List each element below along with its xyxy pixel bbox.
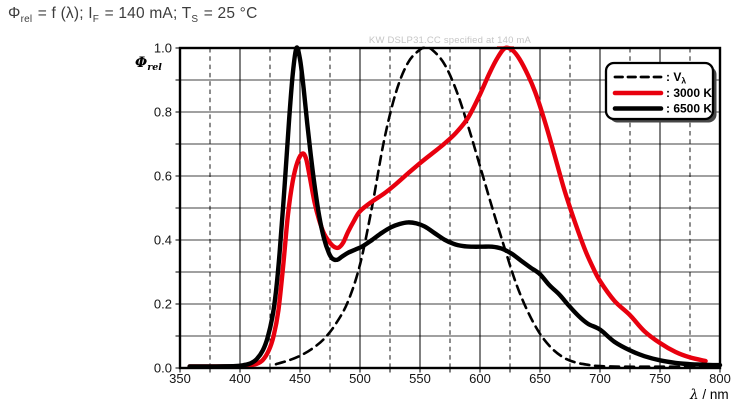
watermark-pre: KW DSLP31.CC specified at — [368, 35, 498, 46]
y-tick-label-1.0: 1.0 — [154, 41, 172, 56]
x-tick-label-500: 500 — [349, 371, 371, 386]
x-tick-label-700: 700 — [589, 371, 611, 386]
title-segment-3: = 25 °C — [199, 5, 258, 22]
x-tick-label-400: 400 — [229, 371, 251, 386]
y-tick-label-0.6: 0.6 — [154, 169, 172, 184]
curve-6500k — [187, 45, 723, 369]
y-tick-label-0.8: 0.8 — [154, 105, 172, 120]
y-tick-label-0.0: 0.0 — [154, 361, 172, 376]
x-tick-label-350: 350 — [169, 371, 191, 386]
x-axis-title: λ / nm — [689, 387, 729, 403]
title-subscript-1: F — [92, 14, 100, 25]
y-tick-label-0.2: 0.2 — [154, 297, 172, 312]
y-axis-title: Φrel — [135, 55, 162, 73]
x-tick-label-450: 450 — [289, 371, 311, 386]
legend-label-6500k: : 6500 K — [666, 102, 712, 116]
title-segment-2: = 140 mA; T — [100, 5, 192, 22]
chart-title: Φrel = f (λ); IF = 140 mA; TS = 25 °C — [8, 5, 258, 25]
x-tick-label-650: 650 — [529, 371, 551, 386]
x-tick-label-800: 800 — [709, 371, 731, 386]
watermark-post: mA — [513, 35, 532, 46]
title-subscript-2: S — [191, 14, 199, 25]
x-tick-label-600: 600 — [469, 371, 491, 386]
legend-label-3000k: : 3000 K — [666, 86, 712, 100]
legend-label-v-lambda: : Vλ — [666, 70, 686, 86]
x-tick-label-750: 750 — [649, 371, 671, 386]
title-segment-0: Φ — [8, 5, 21, 22]
curve-3000k — [187, 45, 708, 369]
title-segment-1: = f (λ); I — [33, 5, 93, 22]
title-subscript-0: rel — [20, 14, 33, 25]
legend: : Vλ: 3000 K : 6500 K — [604, 61, 717, 123]
x-tick-label-550: 550 — [409, 371, 431, 386]
watermark-text: KW DSLP31.CC specified at 140 mA — [180, 35, 720, 47]
curve-v-lambda — [274, 46, 719, 369]
y-tick-label-0.4: 0.4 — [154, 233, 172, 248]
watermark-highlight: 140 — [497, 35, 514, 47]
